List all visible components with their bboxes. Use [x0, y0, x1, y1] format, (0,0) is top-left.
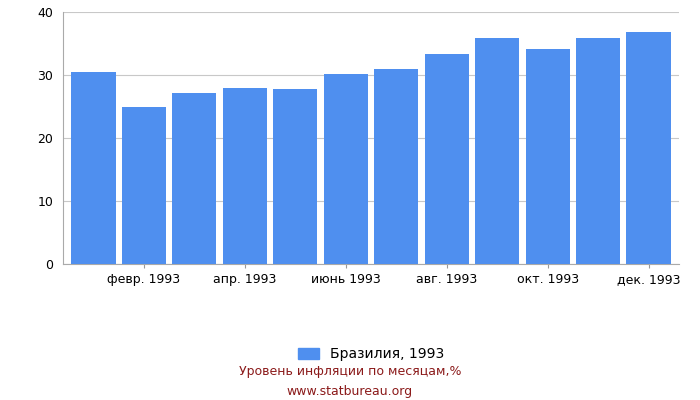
Bar [424, 54, 469, 264]
Bar [323, 74, 368, 264]
Text: www.statbureau.org: www.statbureau.org [287, 386, 413, 398]
Bar [626, 32, 671, 264]
Bar [273, 89, 318, 264]
Bar [475, 38, 519, 264]
Bar [172, 93, 216, 264]
Bar [223, 88, 267, 264]
Bar [526, 48, 570, 264]
Bar [576, 38, 620, 264]
Bar [374, 69, 419, 264]
Legend: Бразилия, 1993: Бразилия, 1993 [293, 342, 449, 367]
Bar [122, 106, 166, 264]
Bar [71, 72, 116, 264]
Text: Уровень инфляции по месяцам,%: Уровень инфляции по месяцам,% [239, 366, 461, 378]
